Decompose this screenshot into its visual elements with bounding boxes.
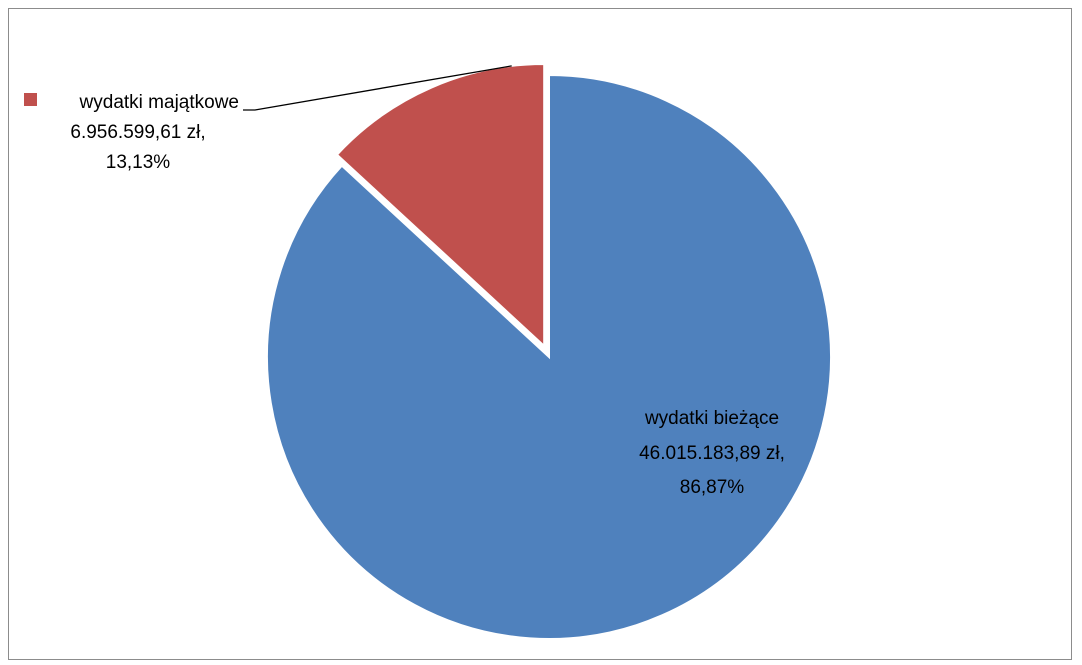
legend-swatch-wydatki-majatkowe — [24, 93, 37, 106]
label-percent-wydatki-biezace: 86,87% — [680, 477, 745, 498]
leader-line — [243, 65, 512, 111]
pie-slice-wydatki-biezace — [266, 73, 832, 640]
label-name-wydatki-majatkowe: wydatki majątkowe — [79, 92, 239, 113]
label-value-wydatki-majatkowe: 6.956.599,61 zł, — [70, 122, 205, 143]
label-name-wydatki-biezace: wydatki bieżące — [644, 408, 779, 429]
label-value-wydatki-biezace: 46.015.183,89 zł, — [639, 443, 785, 464]
label-percent-wydatki-majatkowe: 13,13% — [106, 152, 171, 173]
pie-slice-wydatki-majatkowe — [335, 63, 546, 349]
